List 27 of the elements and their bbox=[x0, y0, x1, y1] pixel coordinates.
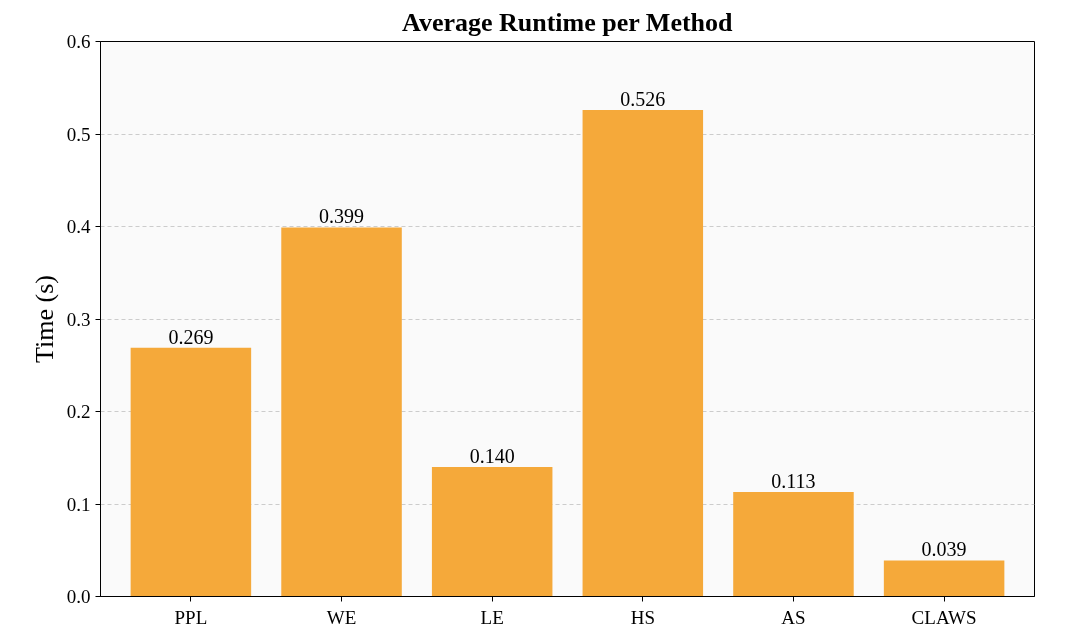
y-tick-label: 0.6 bbox=[66, 31, 91, 52]
bar bbox=[281, 227, 402, 597]
x-tick-label: LE bbox=[480, 606, 504, 628]
bar bbox=[883, 560, 1005, 597]
x-tick-label: PPL bbox=[174, 606, 208, 628]
bar bbox=[130, 347, 252, 597]
x-tick-label: HS bbox=[630, 606, 655, 628]
data-label: 0.039 bbox=[921, 538, 967, 561]
data-label: 0.269 bbox=[168, 325, 214, 348]
data-label: 0.140 bbox=[469, 445, 515, 467]
y-axis-title: Time (s) bbox=[29, 275, 59, 363]
y-tick-label: 0.3 bbox=[66, 308, 91, 330]
y-tick-label: 0.0 bbox=[66, 586, 91, 607]
bar bbox=[431, 467, 553, 597]
data-label: 0.399 bbox=[319, 205, 365, 228]
x-tick-label: CLAWS bbox=[911, 606, 977, 628]
y-tick-label: 0.2 bbox=[66, 401, 91, 422]
data-label: 0.113 bbox=[771, 469, 816, 492]
x-tick-label: AS bbox=[781, 606, 806, 628]
y-tick-label: 0.1 bbox=[66, 493, 91, 515]
bar bbox=[733, 491, 854, 597]
y-tick-label: 0.5 bbox=[66, 123, 91, 145]
y-tick-label: 0.4 bbox=[66, 216, 91, 237]
data-label: 0.526 bbox=[620, 87, 666, 110]
chart-title: Average Runtime per Method bbox=[402, 7, 734, 37]
bar bbox=[582, 109, 704, 597]
x-tick-label: WE bbox=[326, 606, 357, 628]
